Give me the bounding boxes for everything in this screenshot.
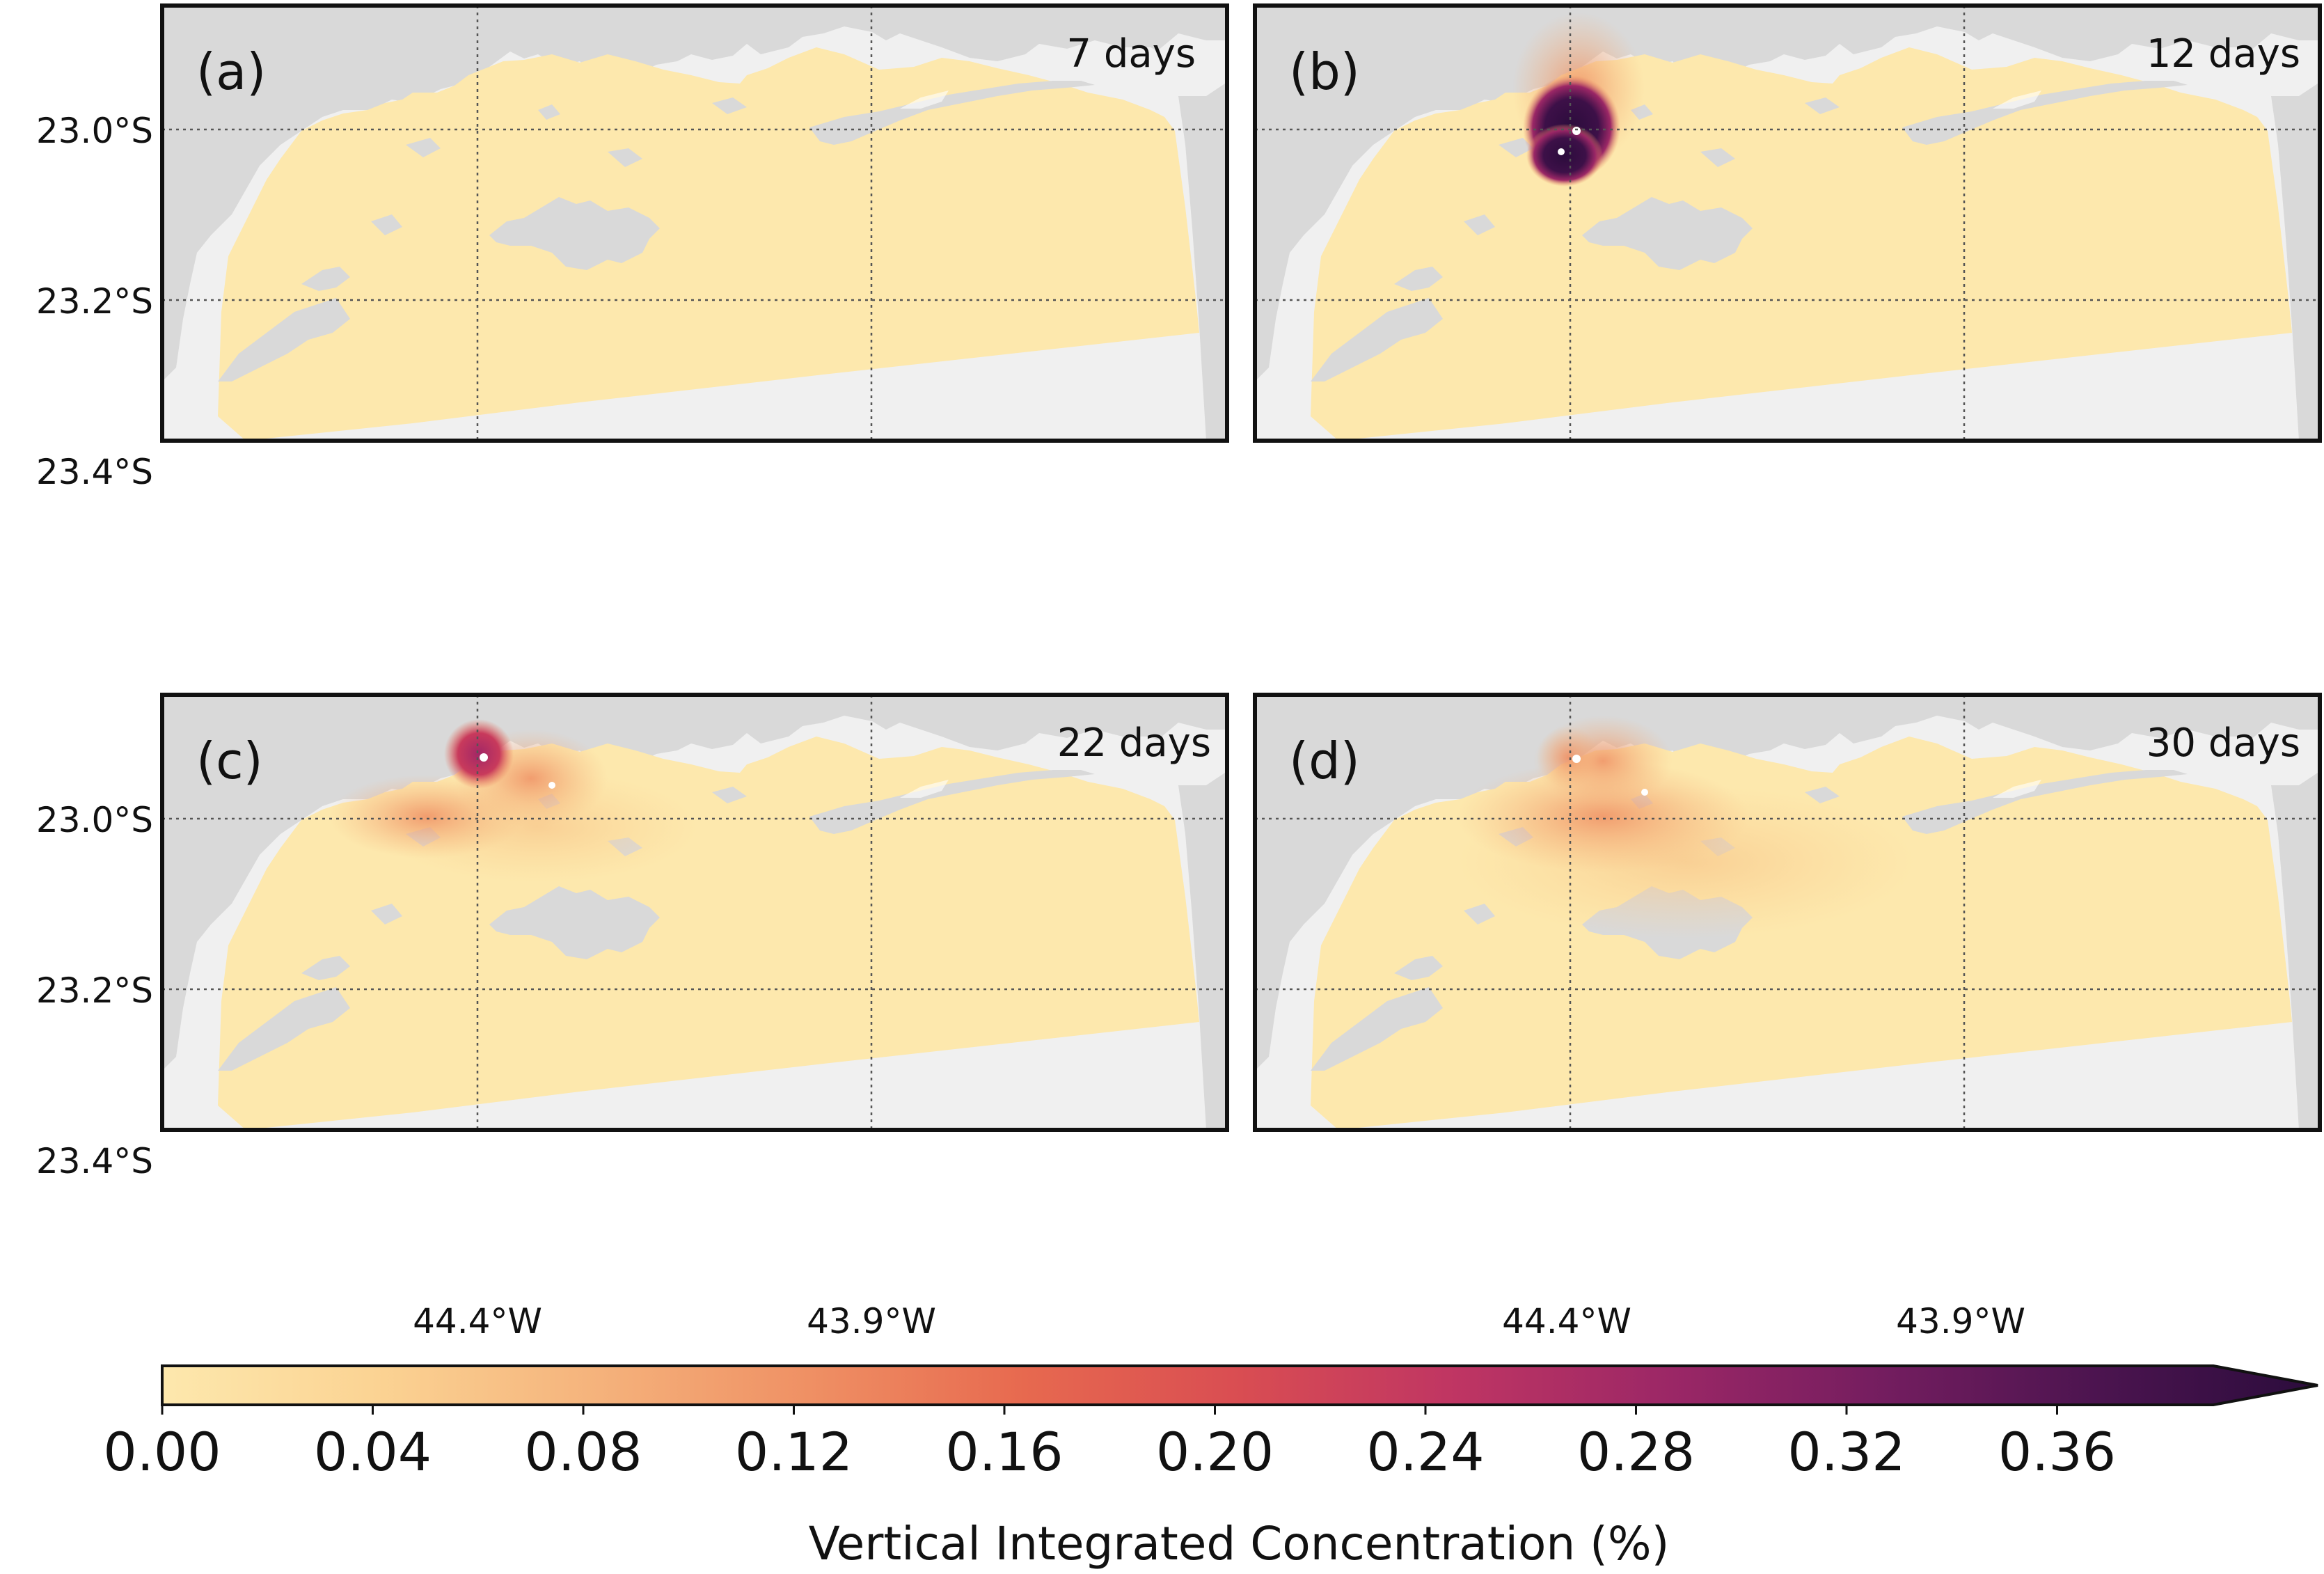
panel-label-a: (a) [196,42,266,101]
colorbar: 0.00 0.04 0.08 0.12 0.16 0.20 0.24 0.28 0.32 0.36… [103,1364,2318,1571]
map-panel-c [162,695,1227,1130]
time-label-d: 30 days [2147,721,2300,766]
lat-label-23-4-bottom: 23.4°S [36,1141,153,1181]
panel-label-b: (b) [1289,42,1360,101]
colorbar-tick-label: 0.04 [314,1421,432,1483]
colorbar-tick-label: 0.12 [735,1421,853,1483]
lat-label-23-2-bottom: 23.2°S [36,970,153,1011]
concentration-plume-c [329,719,698,883]
lat-label-23-2-top: 23.2°S [36,281,153,322]
lon-label-43-9-right: 43.9°W [1896,1301,2025,1341]
colorbar-tick-label: 0.28 [1577,1421,1695,1483]
colorbar-gradient [161,1364,2318,1406]
panel-frame [1253,693,2322,1132]
lat-label-23-0-top: 23.0°S [36,111,153,151]
colorbar-tick-label: 0.08 [524,1421,642,1483]
colorbar-tick-label: 0.20 [1156,1421,1274,1483]
colorbar-tick-label: 0.00 [103,1421,221,1483]
time-label-a: 7 days [1066,31,1196,77]
time-label-b: 12 days [2147,31,2300,77]
panel-frames [160,3,2322,1132]
concentration-plume-b [1512,13,1645,187]
lon-label-44-4-right: 44.4°W [1502,1301,1631,1341]
lat-label-23-0-bottom: 23.0°S [36,800,153,840]
lon-label-44-4-left: 44.4°W [413,1301,542,1341]
lat-label-23-4-top: 23.4°S [36,452,153,492]
colorbar-ticks: 0.00 0.04 0.08 0.12 0.16 0.20 0.24 0.28 0.32 0.36 [103,1405,2116,1483]
time-label-c: 22 days [1057,721,1211,766]
concentration-plume-d [1457,716,1916,938]
panel-label-c: (c) [196,732,263,790]
panel-frame [160,693,1229,1132]
colorbar-tick-label: 0.16 [945,1421,1063,1483]
panel-label-d: (d) [1289,732,1360,790]
map-panel-d [1255,695,2320,1130]
map-panel-b [1255,6,2320,441]
colorbar-tick-label: 0.24 [1366,1421,1484,1483]
graticule [162,6,2320,1130]
colorbar-tick-label: 0.36 [1998,1421,2116,1483]
panel-frame [160,3,1229,443]
panel-frame [1253,3,2322,443]
lon-label-43-9-left: 43.9°W [807,1301,936,1341]
colorbar-title: Vertical Integrated Concentration (%) [809,1517,1670,1571]
colorbar-tick-label: 0.32 [1787,1421,1905,1483]
